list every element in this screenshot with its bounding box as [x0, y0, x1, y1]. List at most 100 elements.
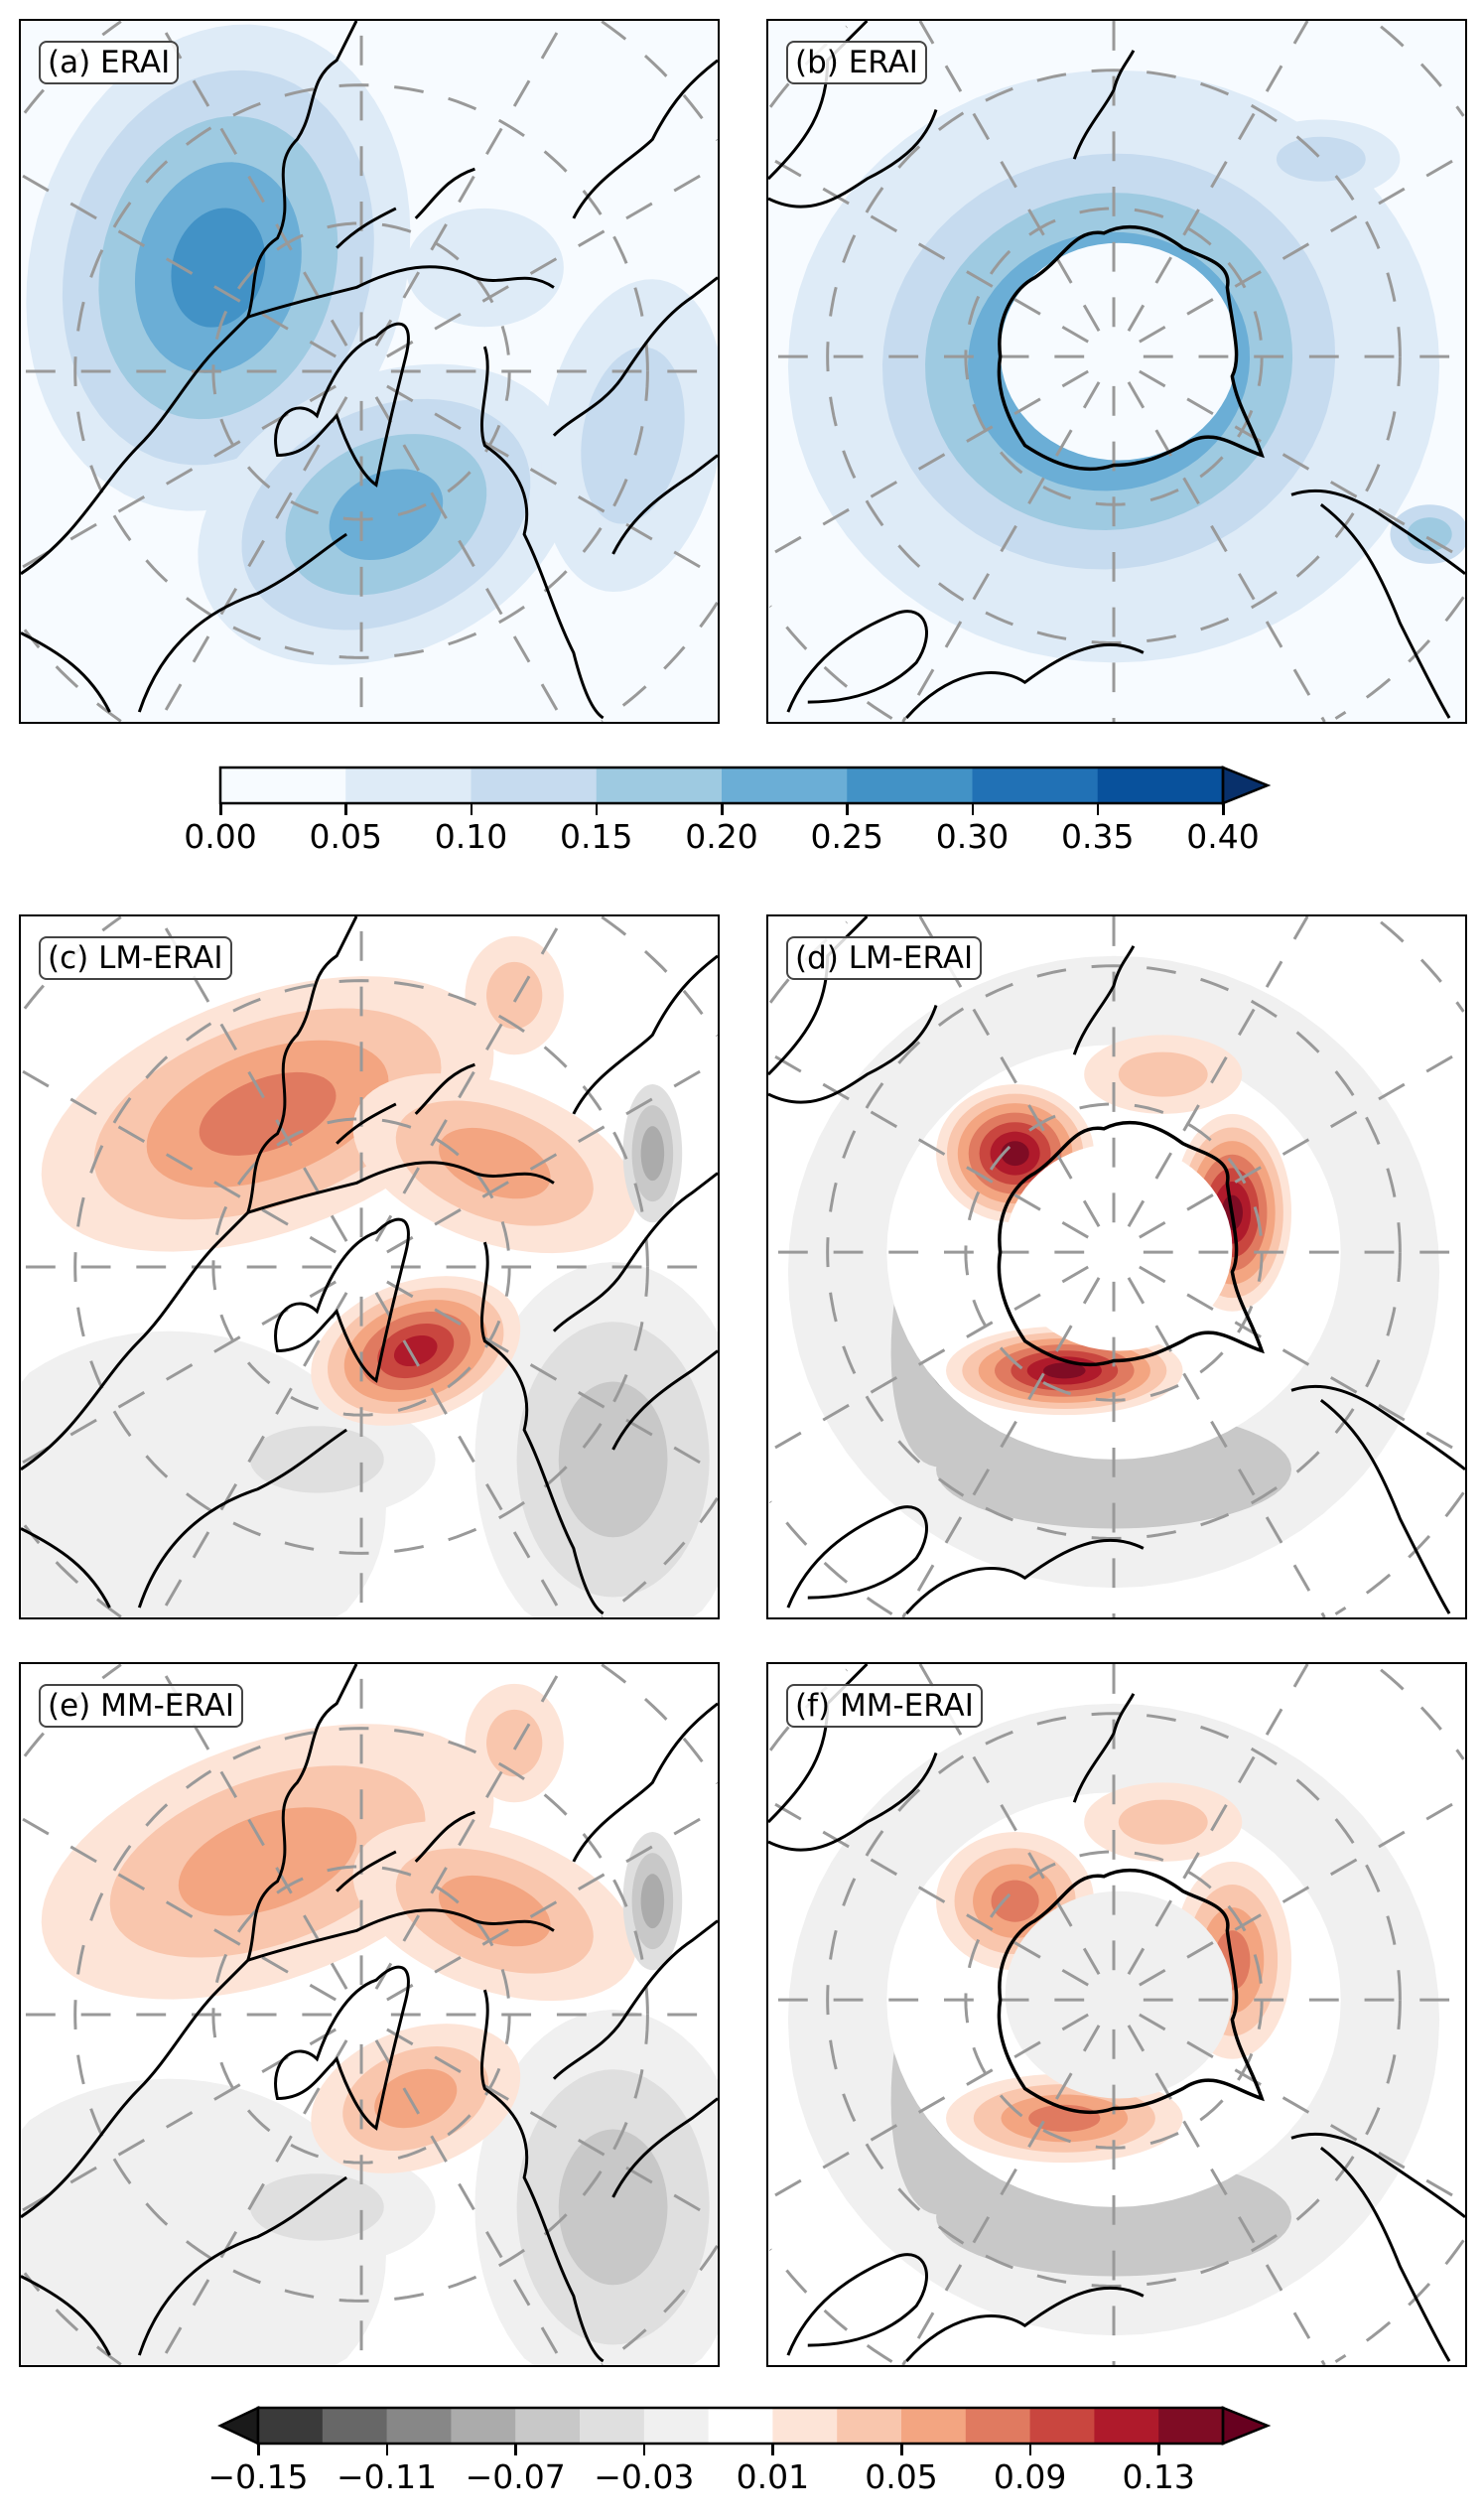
contour-fill [1407, 517, 1452, 551]
map-b [768, 21, 1465, 722]
colorbar-segment [220, 768, 346, 803]
longitude-gridline [157, 2039, 348, 2365]
coastline [611, 2097, 718, 2198]
colorbar-segment [708, 2408, 773, 2444]
panel-b-label: (b) ERAI [786, 41, 927, 84]
coastline [786, 1505, 928, 1609]
contour-fill [1276, 136, 1366, 182]
antarctica-coastline [997, 1120, 1265, 1367]
colorbar-tick-label: 0.35 [1061, 817, 1135, 856]
inner-fill [1005, 1143, 1233, 1351]
colorbar-tick-mark [514, 2444, 517, 2455]
colorbar-bottom [217, 2406, 1272, 2446]
colorbar-tick-label: 0.25 [810, 817, 883, 856]
longitude-gridline [1127, 1664, 1309, 1975]
panel-c-label: (c) LM-ERAI [39, 936, 232, 980]
coastline [611, 454, 718, 555]
colorbar-segment [322, 2408, 388, 2444]
coastline [905, 2286, 1145, 2363]
colorbar-tick-mark [257, 2444, 260, 2455]
longitude-gridline [21, 1816, 337, 2002]
contour-fill [558, 2129, 668, 2286]
coastline [572, 1702, 718, 1863]
colorbar-segment [1158, 2408, 1224, 2444]
contour-fill [581, 347, 685, 524]
antarctica-coastline [997, 224, 1265, 472]
latitude-gridline [826, 1712, 1402, 2288]
contour-fill [558, 1381, 668, 1538]
panel-d-label: (d) LM-ERAI [786, 936, 983, 980]
colorbar-outline [256, 2406, 1225, 2446]
coastline [1290, 1384, 1465, 1614]
colorbar-tick-label: −0.07 [465, 2457, 566, 2496]
colorbar-tick-label: −0.15 [207, 2457, 309, 2496]
latitude-gridline [826, 964, 1402, 1540]
colorbar-tick-mark [1028, 2444, 1032, 2455]
longitude-gridline [1139, 2013, 1465, 2204]
contour-fill [405, 208, 564, 328]
colorbar-tick-mark [900, 2444, 903, 2455]
coastline [274, 322, 410, 488]
longitude-gridline [901, 381, 1101, 722]
coastline [480, 1241, 605, 1615]
colorbar-tick-mark [219, 803, 222, 815]
latitude-gridline [768, 1668, 1465, 2363]
longitude-gridline [386, 1280, 718, 1474]
longitude-gridline [1127, 2025, 1326, 2365]
panel-a-map: (a) ERAI [19, 19, 720, 724]
inner-fill [1000, 242, 1238, 461]
colorbar-segment [901, 2408, 967, 2444]
longitude-gridline [386, 1059, 718, 1254]
coastline [1290, 2132, 1465, 2362]
coastline [1072, 945, 1136, 1055]
coastline [247, 1908, 555, 1962]
colorbar-tick-label: 0.10 [434, 817, 508, 856]
colorbar-tick-mark [595, 803, 599, 815]
contour-fill [199, 1071, 337, 1156]
latitude-gridline [73, 979, 649, 1555]
contour-fill [486, 1709, 543, 1777]
colorbar-tick-label: 0.30 [935, 817, 1010, 856]
map-c [21, 916, 718, 1617]
coastline [905, 1538, 1145, 1615]
panel-d-map: (d) LM-ERAI [766, 914, 1467, 1619]
coastline [1072, 50, 1136, 160]
longitude-gridline [374, 21, 566, 347]
panel-e-map: (e) MM-ERAI [19, 1662, 720, 2367]
contour-fill [1118, 1799, 1208, 1845]
longitude-gridline [386, 384, 718, 579]
colorbar-segment [965, 2408, 1031, 2444]
map-e [21, 1664, 718, 2365]
colorbar-segment [258, 2408, 324, 2444]
colorbar-segment [1094, 2408, 1159, 2444]
longitude-gridline [157, 916, 348, 1242]
panel-a-label: (a) ERAI [39, 41, 180, 84]
longitude-gridline [901, 1277, 1101, 1617]
map-d [768, 916, 1465, 1617]
coastline [572, 954, 718, 1115]
colorbar-tick-label: −0.11 [337, 2457, 438, 2496]
colorbar-tick-mark [470, 803, 472, 815]
coastline [21, 1664, 358, 2219]
latitude-gridline [768, 920, 1465, 1615]
colorbar-segment [643, 2408, 710, 2444]
coastline [552, 1172, 718, 1332]
panel-f-map: (f) MM-ERAI [766, 1662, 1467, 2367]
contour-fill [640, 1126, 665, 1182]
latitude-gridline [23, 21, 718, 722]
antarctica-coastline [997, 1868, 1265, 2115]
coastline [274, 1965, 410, 2131]
latitude-gridline [23, 1664, 718, 2365]
colorbar-segment [847, 768, 973, 803]
contour-fill [171, 208, 266, 328]
colorbar-tick-label: 0.09 [993, 2457, 1067, 2496]
coastline [336, 1810, 475, 1892]
colorbar-tick-mark [385, 2444, 389, 2455]
map-a [21, 21, 718, 722]
longitude-gridline [1139, 1795, 1465, 1987]
coastline [247, 265, 555, 319]
longitude-gridline [1139, 152, 1465, 344]
colorbar-tick-label: 0.05 [309, 817, 382, 856]
latitude-gridline [826, 69, 1402, 644]
latitude-gridline [23, 916, 718, 1617]
